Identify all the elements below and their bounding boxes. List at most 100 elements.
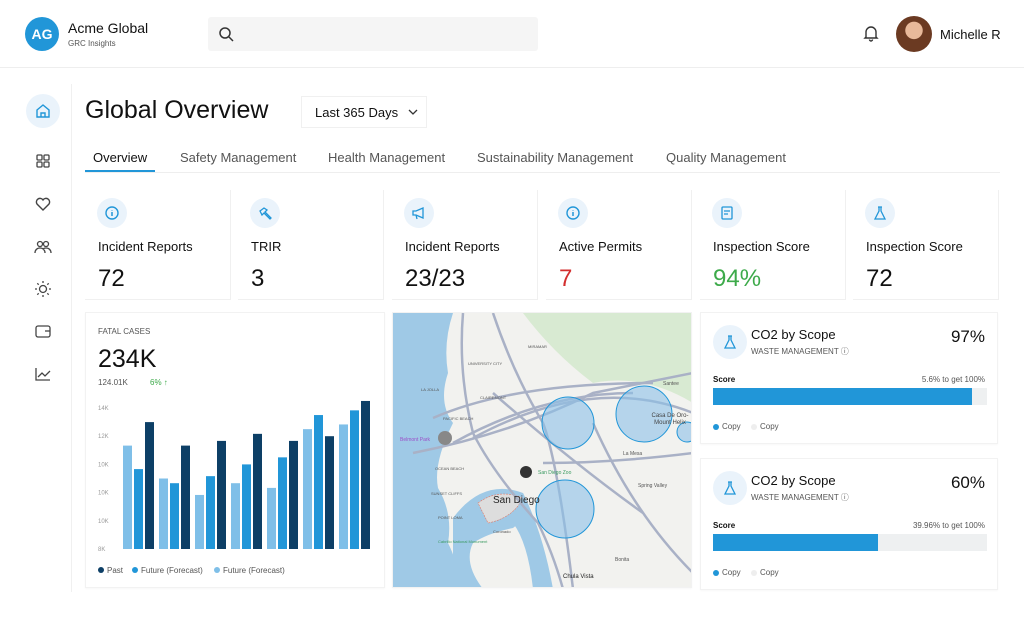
map-label-miramar: MIRAMAR <box>528 344 547 349</box>
map-label-cabrillo: Cabrillo National Monument <box>438 539 488 544</box>
bar <box>170 483 179 549</box>
bar <box>350 410 359 549</box>
kpi-card[interactable]: Incident Reports 72 <box>85 190 231 300</box>
note-icon <box>721 206 733 220</box>
bell-icon[interactable] <box>862 24 880 42</box>
bar <box>325 436 334 549</box>
sidebar-item-wallet[interactable] <box>26 314 60 348</box>
user-name[interactable]: Michelle R <box>940 27 1001 42</box>
co2-card: CO2 by Scope WASTE MANAGEMENT ⓘ 97% Scor… <box>700 312 998 444</box>
wallet-icon <box>35 325 51 338</box>
sidebar-item-reports[interactable] <box>26 357 60 391</box>
kpi-card[interactable]: Inspection Score 72 <box>853 190 999 300</box>
kpi-card[interactable]: TRIR 3 <box>238 190 384 300</box>
kpi-label: Inspection Score <box>713 239 810 254</box>
map-label-casa-de-oro: Casa De Oro-Mount Helix <box>651 413 689 426</box>
tab-overview[interactable]: Overview <box>93 150 148 165</box>
bar <box>242 464 251 549</box>
score-progress-fill <box>713 534 878 551</box>
sidebar-item-users[interactable] <box>26 230 60 264</box>
map-label-sunset-cliffs: SUNSET CLIFFS <box>431 491 462 496</box>
score-progress-bar <box>713 388 987 405</box>
flask-icon <box>723 335 737 349</box>
co2-subtitle: WASTE MANAGEMENT ⓘ <box>751 493 849 502</box>
map-label-spring-valley: Spring Valley <box>638 483 668 489</box>
avatar[interactable] <box>896 16 932 52</box>
tab-safety[interactable]: Safety Management <box>180 150 297 165</box>
date-range-select[interactable]: Last 365 Days <box>301 96 427 128</box>
bar <box>123 445 132 549</box>
bar <box>314 415 323 549</box>
score-remaining: 39.96% to get 100% <box>912 521 985 530</box>
legend-item: Copy <box>751 422 779 431</box>
bar <box>134 469 143 549</box>
sidebar-item-home[interactable] <box>26 94 60 128</box>
kpi-label: Incident Reports <box>405 239 500 254</box>
legend-label: Copy <box>722 568 741 577</box>
bar <box>159 478 168 549</box>
map[interactable]: San Diego San Diego Zoo Belmont Park Chu… <box>392 312 692 588</box>
legend-label: Copy <box>760 568 779 577</box>
fatal-cases-card: FATAL CASES 234K 124.01K 6% ↑ 14K 12K 10K 1… <box>85 312 385 588</box>
kpi-icon-wrap <box>404 198 434 228</box>
flask-icon-wrap <box>713 325 747 359</box>
map-label-santee: Santee <box>663 381 679 387</box>
map-label-clairemont: CLAIREMONT <box>480 395 507 400</box>
bar <box>206 476 215 549</box>
search-input[interactable] <box>208 17 538 51</box>
legend-label: Future (Forecast) <box>223 566 285 575</box>
tab-health[interactable]: Health Management <box>328 150 446 165</box>
sidebar-item-health[interactable] <box>26 187 60 221</box>
legend-dot <box>214 567 220 573</box>
co2-card: CO2 by Scope WASTE MANAGEMENT ⓘ 60% Scor… <box>700 458 998 590</box>
legend-item: Copy <box>713 422 741 431</box>
kpi-value: 7 <box>559 265 573 292</box>
bar <box>267 487 276 549</box>
info-icon <box>105 206 119 220</box>
chevron-down-icon <box>408 109 418 115</box>
map-label-chula-vista: Chula Vista <box>563 574 594 580</box>
legend-item: Copy <box>751 568 779 577</box>
tab-quality[interactable]: Quality Management <box>666 150 786 165</box>
kpi-card[interactable]: Incident Reports 23/23 <box>392 190 538 300</box>
org-subtitle: GRC Insights <box>68 39 116 48</box>
co2-value: 60% <box>950 473 985 492</box>
sidebar-item-grid[interactable] <box>26 144 60 178</box>
map-label-zoo: San Diego Zoo <box>538 470 572 476</box>
co2-title: CO2 by Scope <box>751 473 836 488</box>
top-bar: AG Acme Global GRC Insights Michelle R <box>0 0 1024 68</box>
map-label-la-mesa: La Mesa <box>623 451 642 457</box>
y-tick-label: 8K <box>98 547 105 553</box>
date-range-value: Last 365 Days <box>315 104 399 120</box>
map-label-bonita: Bonita <box>615 557 629 563</box>
kpi-value: 94% <box>713 265 762 292</box>
megaphone-icon <box>412 207 424 220</box>
y-tick-label: 10K <box>98 491 109 497</box>
kpi-label: Active Permits <box>559 239 643 254</box>
y-tick-label: 10K <box>98 462 109 468</box>
bar <box>361 400 370 549</box>
kpi-card[interactable]: Active Permits 7 <box>546 190 692 300</box>
sun-icon <box>35 281 51 297</box>
flask-icon-wrap <box>713 471 747 505</box>
page-title: Global Overview <box>85 96 269 124</box>
legend-label: Future (Forecast) <box>141 566 203 575</box>
legend-item: Copy <box>713 568 741 577</box>
map-label-university-city: UNIVERSITY CITY <box>468 361 502 366</box>
search-icon <box>219 27 234 42</box>
org-logo: AG <box>25 17 59 51</box>
kpi-value: 3 <box>251 265 265 292</box>
y-tick-label: 14K <box>98 406 109 412</box>
card-label: FATAL CASES <box>98 327 151 336</box>
score-label: Score <box>713 521 736 530</box>
bar <box>145 422 154 549</box>
tab-sustainability[interactable]: Sustainability Management <box>477 150 634 165</box>
kpi-value: 23/23 <box>405 265 466 292</box>
map-label-coronado: Coronado <box>493 529 511 534</box>
score-progress-fill <box>713 388 972 405</box>
kpi-card[interactable]: Inspection Score 94% <box>700 190 846 300</box>
bar <box>217 440 226 549</box>
sidebar-item-sustainability[interactable] <box>26 272 60 306</box>
kpi-value: 72 <box>98 265 125 292</box>
bar-chart: 14K 12K 10K 10K 10K 8K Past Future (Forecast) Fu… <box>98 400 370 575</box>
